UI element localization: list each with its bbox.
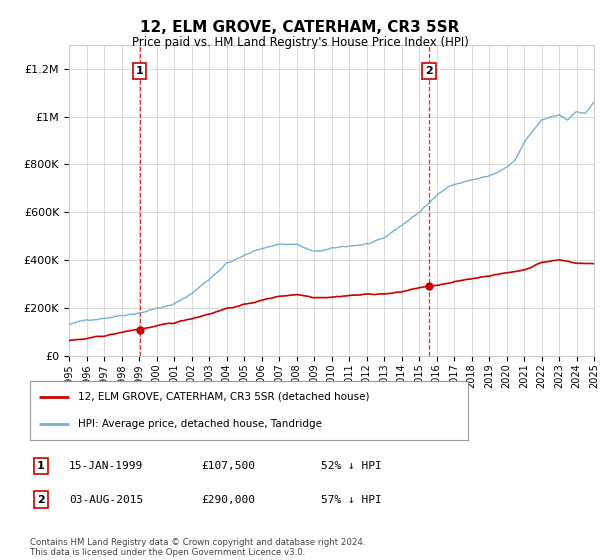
Text: Price paid vs. HM Land Registry's House Price Index (HPI): Price paid vs. HM Land Registry's House … (131, 36, 469, 49)
Text: 57% ↓ HPI: 57% ↓ HPI (321, 494, 382, 505)
Text: 2: 2 (425, 66, 433, 76)
Text: Contains HM Land Registry data © Crown copyright and database right 2024.
This d: Contains HM Land Registry data © Crown c… (30, 538, 365, 557)
Text: 1: 1 (37, 461, 44, 471)
Text: 03-AUG-2015: 03-AUG-2015 (69, 494, 143, 505)
Text: 15-JAN-1999: 15-JAN-1999 (69, 461, 143, 471)
Text: £290,000: £290,000 (201, 494, 255, 505)
Text: HPI: Average price, detached house, Tandridge: HPI: Average price, detached house, Tand… (78, 419, 322, 429)
Text: 12, ELM GROVE, CATERHAM, CR3 5SR: 12, ELM GROVE, CATERHAM, CR3 5SR (140, 20, 460, 35)
Text: £107,500: £107,500 (201, 461, 255, 471)
Text: 1: 1 (136, 66, 143, 76)
Text: 2: 2 (37, 494, 44, 505)
Text: 52% ↓ HPI: 52% ↓ HPI (321, 461, 382, 471)
Text: 12, ELM GROVE, CATERHAM, CR3 5SR (detached house): 12, ELM GROVE, CATERHAM, CR3 5SR (detach… (78, 391, 370, 402)
